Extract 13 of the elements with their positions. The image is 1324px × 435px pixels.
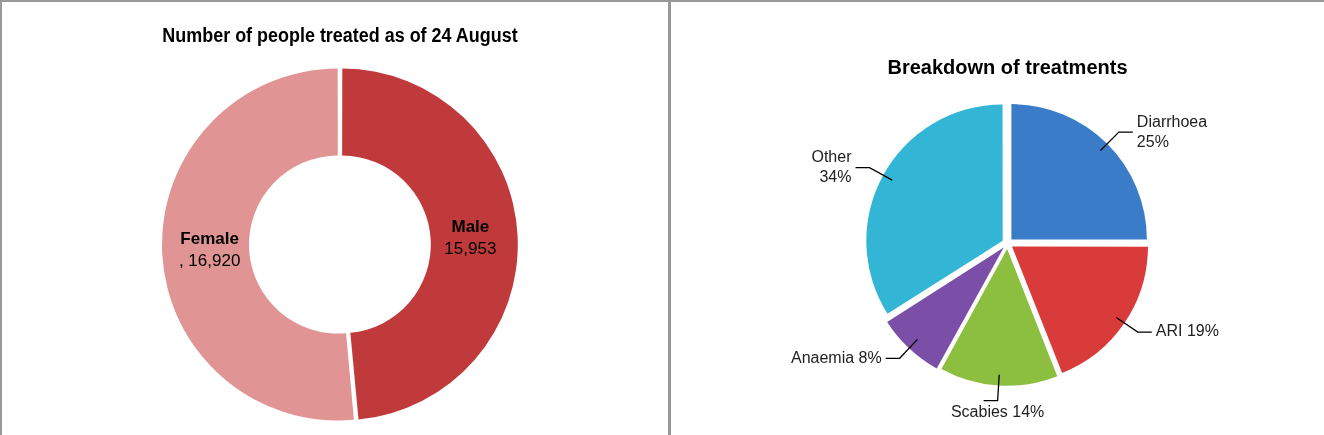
slice-label: Male — [451, 217, 490, 237]
slice-label: Other — [811, 148, 853, 166]
slice-label: Female — [180, 229, 239, 249]
slice-label: ARI 19% — [1155, 322, 1219, 340]
data-label: 15,953 — [444, 239, 497, 259]
data-label: 25% — [1136, 132, 1169, 150]
data-label: , 16,920 — [178, 251, 241, 271]
slice-label: Anaemia 8% — [790, 348, 882, 366]
chart-title: Number of people treated as of 24 August — [162, 23, 519, 46]
data-label: 34% — [819, 168, 852, 186]
slice-label: Diarrhoea — [1136, 112, 1208, 130]
chart-title: Breakdown of treatments — [887, 55, 1128, 78]
slice-label: Scabies 14% — [950, 403, 1045, 421]
